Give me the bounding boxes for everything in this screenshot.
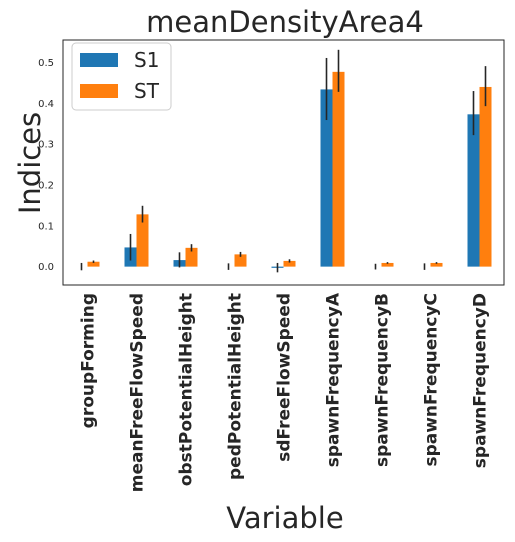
- legend-swatch-s1: [80, 53, 118, 67]
- y-axis-label: Indices: [13, 112, 47, 214]
- x-tick-label: groupForming: [79, 293, 99, 428]
- plot-frame: [62, 39, 505, 286]
- bar-st-spawnFrequencyB: [381, 262, 394, 267]
- y-tick-label: 0.5: [38, 58, 54, 69]
- x-axis-label: Variable: [226, 501, 343, 535]
- bar-s1-spawnFrequencyA: [320, 89, 333, 267]
- x-tick-label: spawnFrequencyA: [324, 292, 344, 467]
- x-tick-label: obstPotentialHeight: [177, 293, 197, 486]
- bar-s1-spawnFrequencyD: [467, 114, 480, 267]
- bar-st-pedPotentialHeight: [234, 254, 247, 267]
- y-tick-label: 0.2: [38, 180, 54, 191]
- chart-title: meanDensityArea4: [146, 5, 424, 39]
- legend: S1 ST: [71, 42, 172, 111]
- bar-st-spawnFrequencyA: [332, 71, 345, 267]
- x-tick-label: pedPotentialHeight: [226, 293, 246, 480]
- legend-label-st: ST: [134, 79, 160, 103]
- legend-label-s1: S1: [134, 48, 159, 72]
- bar-st-obstPotentialHeight: [185, 247, 198, 267]
- x-tick-label: sdFreeFlowSpeed: [275, 293, 295, 462]
- y-tick-label: 0.0: [38, 262, 54, 273]
- x-tick-label: spawnFrequencyD: [471, 293, 491, 468]
- bar-st-groupForming: [87, 261, 100, 267]
- bar-st-meanFreeFlowSpeed: [136, 214, 149, 267]
- y-tick-label: 0.4: [38, 99, 54, 110]
- y-ticks-layer: 0.0 0.1 0.2 0.3 0.4 0.5: [38, 58, 54, 273]
- bar-st-spawnFrequencyC: [430, 262, 443, 267]
- error-bars-layer: [80, 49, 487, 273]
- x-tick-label: spawnFrequencyC: [422, 293, 442, 467]
- y-tick-label: 0.3: [38, 140, 54, 151]
- bar-st-sdFreeFlowSpeed: [283, 260, 296, 267]
- x-ticks-layer: groupForming meanFreeFlowSpeed obstPotenti…: [79, 292, 491, 492]
- bar-st-spawnFrequencyD: [479, 86, 492, 267]
- x-tick-label: meanFreeFlowSpeed: [128, 293, 148, 492]
- y-tick-label: 0.1: [38, 221, 54, 232]
- x-tick-label: spawnFrequencyB: [373, 293, 393, 467]
- legend-swatch-st: [80, 84, 118, 98]
